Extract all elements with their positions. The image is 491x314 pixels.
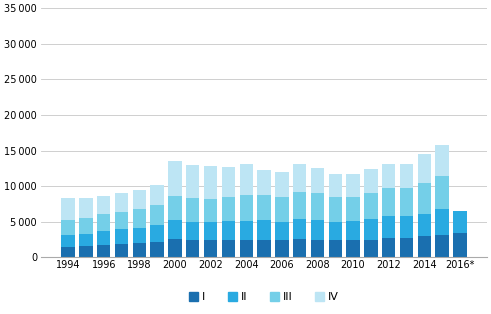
Bar — [382, 188, 395, 216]
Bar — [311, 168, 324, 193]
Bar — [115, 244, 128, 257]
Bar — [436, 235, 449, 257]
Bar — [168, 160, 182, 196]
Bar — [328, 174, 342, 197]
Bar — [240, 241, 253, 257]
Bar — [293, 164, 306, 192]
Bar — [436, 209, 449, 235]
Bar — [328, 222, 342, 241]
Bar — [186, 222, 199, 240]
Bar — [346, 197, 360, 221]
Bar — [275, 172, 289, 197]
Bar — [97, 196, 110, 214]
Bar — [382, 216, 395, 237]
Bar — [133, 190, 146, 209]
Bar — [168, 239, 182, 257]
Bar — [453, 233, 466, 257]
Bar — [364, 240, 378, 257]
Bar — [222, 197, 235, 221]
Bar — [328, 241, 342, 257]
Bar — [311, 240, 324, 257]
Bar — [400, 164, 413, 188]
Bar — [364, 169, 378, 193]
Bar — [311, 193, 324, 220]
Bar — [400, 237, 413, 257]
Bar — [382, 237, 395, 257]
Bar — [222, 241, 235, 257]
Bar — [240, 221, 253, 241]
Bar — [61, 198, 75, 220]
Bar — [97, 214, 110, 231]
Bar — [186, 240, 199, 257]
Bar — [418, 154, 431, 183]
Bar — [275, 222, 289, 241]
Bar — [382, 164, 395, 188]
Bar — [204, 241, 218, 257]
Bar — [168, 196, 182, 220]
Bar — [275, 197, 289, 222]
Bar — [204, 165, 218, 199]
Bar — [222, 167, 235, 197]
Bar — [400, 216, 413, 237]
Bar — [328, 197, 342, 222]
Bar — [293, 219, 306, 239]
Bar — [240, 164, 253, 195]
Bar — [311, 220, 324, 240]
Bar — [151, 225, 164, 242]
Legend: I, II, III, IV: I, II, III, IV — [185, 288, 344, 307]
Bar — [204, 199, 218, 222]
Bar — [346, 240, 360, 257]
Bar — [222, 221, 235, 241]
Bar — [204, 222, 218, 241]
Bar — [186, 165, 199, 198]
Bar — [79, 198, 93, 218]
Bar — [418, 214, 431, 236]
Bar — [133, 243, 146, 257]
Bar — [418, 183, 431, 214]
Bar — [275, 241, 289, 257]
Bar — [293, 239, 306, 257]
Bar — [436, 176, 449, 209]
Bar — [240, 195, 253, 221]
Bar — [418, 236, 431, 257]
Bar — [257, 170, 271, 195]
Bar — [257, 220, 271, 240]
Bar — [61, 236, 75, 247]
Bar — [79, 246, 93, 257]
Bar — [436, 145, 449, 176]
Bar — [133, 209, 146, 228]
Bar — [61, 247, 75, 257]
Bar — [133, 228, 146, 243]
Bar — [97, 245, 110, 257]
Bar — [115, 193, 128, 212]
Bar — [151, 205, 164, 225]
Bar — [364, 193, 378, 219]
Bar — [400, 188, 413, 216]
Bar — [346, 221, 360, 240]
Bar — [79, 234, 93, 246]
Bar — [346, 174, 360, 197]
Bar — [115, 229, 128, 244]
Bar — [257, 240, 271, 257]
Bar — [151, 185, 164, 205]
Bar — [151, 242, 164, 257]
Bar — [115, 212, 128, 229]
Bar — [186, 198, 199, 222]
Bar — [293, 192, 306, 219]
Bar — [453, 211, 466, 233]
Bar — [168, 220, 182, 239]
Bar — [364, 219, 378, 240]
Bar — [79, 218, 93, 234]
Bar — [61, 220, 75, 236]
Bar — [97, 231, 110, 245]
Bar — [257, 195, 271, 220]
